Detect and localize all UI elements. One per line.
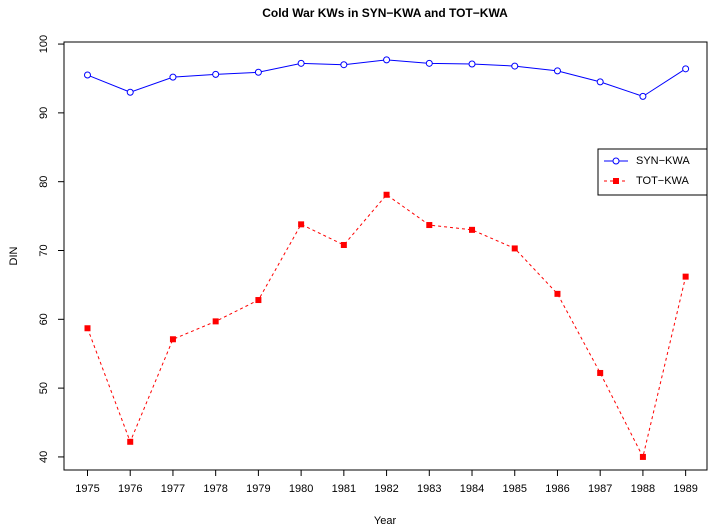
x-tick-label: 1978 [203,483,227,495]
series-line [87,59,686,97]
x-tick-label: 1988 [631,483,655,495]
point [169,73,177,81]
y-tick-label: 100 [38,35,50,53]
point [639,92,647,100]
y-tick-label: 60 [38,313,50,325]
point [212,318,219,325]
x-tick-label: 1986 [545,483,569,495]
x-tick-label: 1984 [460,483,484,495]
series-line [87,194,687,459]
x-tick-label: 1979 [246,483,270,495]
x-tick-label: 1981 [332,483,356,495]
point [340,241,347,248]
point [84,325,91,332]
point [597,369,604,376]
point [298,221,305,228]
x-tick-label: 1975 [75,483,99,495]
point [596,78,604,86]
y-tick-label: 90 [38,107,50,119]
point [255,297,262,304]
point [511,245,518,252]
point [425,59,433,67]
point [469,226,476,233]
point [83,71,91,79]
point [383,191,390,198]
x-tick-label: 1980 [289,483,313,495]
x-axis-label: Year [374,515,397,527]
point [340,61,348,69]
point [126,88,134,96]
x-tick-label: 1976 [118,483,142,495]
y-tick-label: 40 [38,451,50,463]
point [169,336,176,343]
point [554,290,561,297]
point [426,222,433,229]
x-tick-label: 1982 [374,483,398,495]
chart-title: Cold War KWs in SYN−KWA and TOT−KWA [262,6,508,20]
point [383,56,391,64]
point [212,70,220,78]
x-tick-label: 1989 [673,483,697,495]
x-tick-label: 1987 [588,483,612,495]
legend-label: SYN−KWA [636,155,690,167]
legend-marker [612,157,620,165]
plot-frame [63,41,708,471]
point [682,65,690,73]
legend-label: TOT−KWA [636,175,690,187]
point [297,59,305,67]
y-axis-label: DIN [8,246,20,265]
point [553,67,561,75]
point [254,68,262,76]
x-tick-label: 1977 [161,483,185,495]
legend-box [597,148,708,196]
x-tick-label: 1983 [417,483,441,495]
point [127,438,134,445]
y-tick-label: 50 [38,382,50,394]
x-tick-label: 1985 [502,483,526,495]
point [511,62,519,70]
point [639,453,646,460]
point [682,273,689,280]
point [468,60,476,68]
y-tick-label: 70 [38,244,50,256]
legend-marker [613,178,619,184]
y-tick-label: 80 [38,176,50,188]
